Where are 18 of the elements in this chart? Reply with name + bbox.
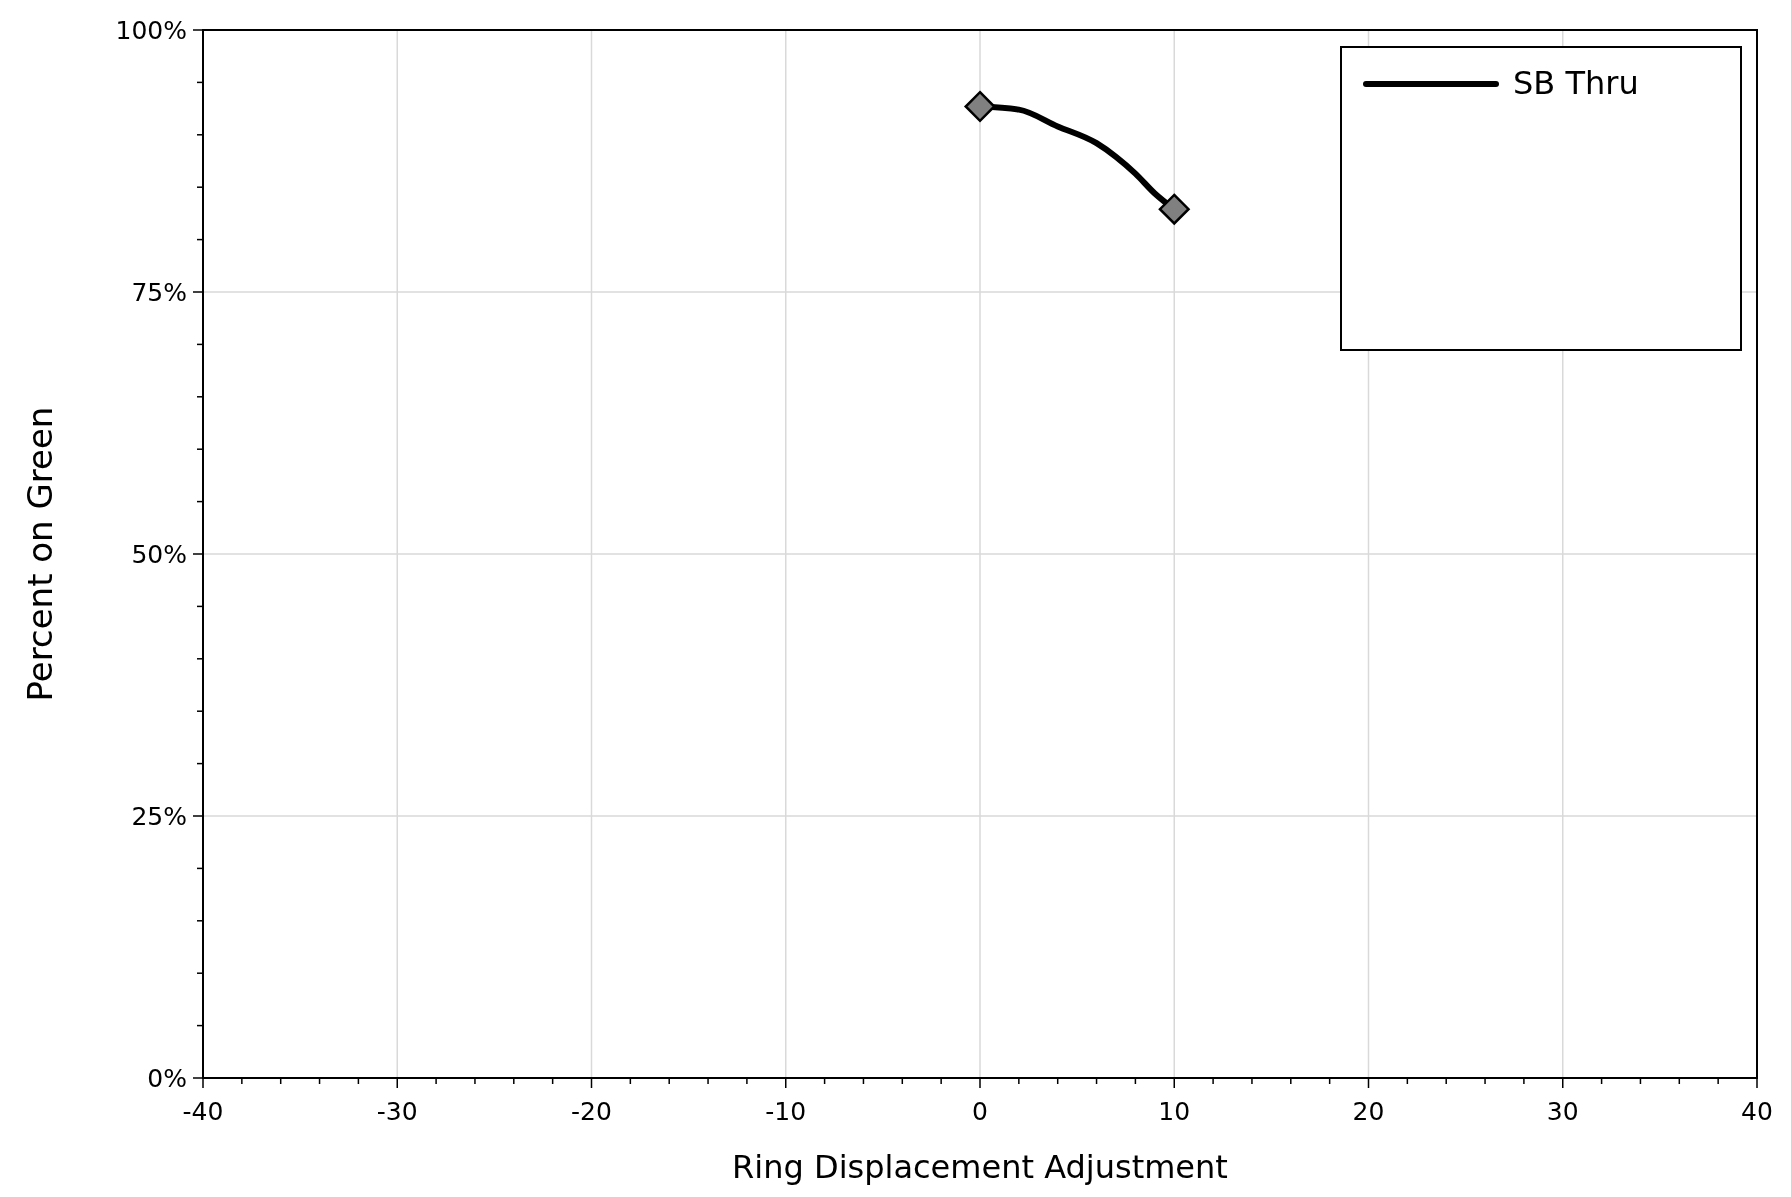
- x-tick-label: 30: [1546, 1097, 1579, 1126]
- x-tick-label: 0: [972, 1097, 988, 1126]
- x-tick-label: 10: [1158, 1097, 1191, 1126]
- x-tick-label: -30: [376, 1097, 418, 1126]
- x-tick-label: 20: [1352, 1097, 1385, 1126]
- x-tick-label: -10: [765, 1097, 807, 1126]
- x-tick-label: -20: [571, 1097, 612, 1126]
- y-tick-label: 25%: [131, 802, 187, 831]
- x-tick-label: -40: [182, 1097, 224, 1126]
- x-axis-title: Ring Displacement Adjustment: [732, 1148, 1228, 1186]
- x-tick-label: 40: [1741, 1097, 1773, 1126]
- y-tick-label: 100%: [115, 16, 187, 45]
- y-tick-label: 75%: [131, 278, 187, 307]
- legend-label: SB Thru: [1513, 64, 1639, 102]
- y-axis-title: Percent on Green: [20, 406, 60, 702]
- y-tick-label: 0%: [147, 1064, 187, 1093]
- y-tick-label: 50%: [131, 540, 187, 569]
- legend: SB Thru: [1340, 46, 1742, 351]
